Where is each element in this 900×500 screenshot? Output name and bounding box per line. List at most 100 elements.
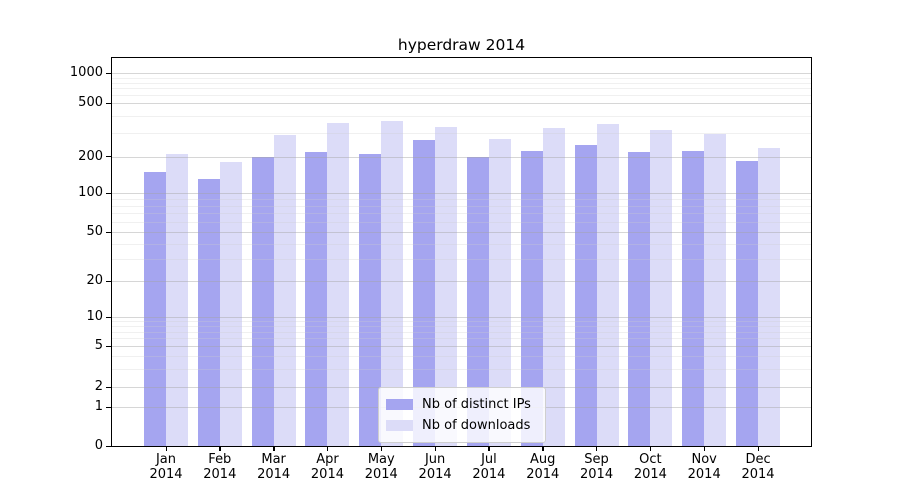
x-tick-label-feb: Feb 2014 xyxy=(190,452,250,482)
x-tick-mark xyxy=(757,446,759,451)
x-tick-year: 2014 xyxy=(633,467,667,482)
x-tick-year: 2014 xyxy=(364,467,398,482)
x-tick-mark xyxy=(488,446,490,451)
bar-sep-downloads xyxy=(596,123,619,446)
minor-gridline xyxy=(112,259,811,261)
x-tick-month: Dec xyxy=(745,452,771,467)
bar-feb-distinct-ips xyxy=(197,179,220,446)
minor-gridline xyxy=(112,198,811,200)
x-tick-month: Oct xyxy=(639,452,662,467)
y-tick-mark xyxy=(106,445,111,447)
legend-swatch-downloads xyxy=(386,420,413,431)
x-tick-year: 2014 xyxy=(203,467,237,482)
bar-oct-downloads xyxy=(650,129,673,446)
x-tick-label-aug: Aug 2014 xyxy=(513,452,573,482)
bar-feb-downloads xyxy=(219,162,242,446)
bar-apr-downloads xyxy=(327,123,350,446)
bar-jul-distinct-ips xyxy=(466,156,489,446)
y-tick-mark xyxy=(106,192,111,194)
y-tick-label-2: 2 xyxy=(94,379,103,394)
bar-dec-distinct-ips xyxy=(736,160,759,446)
minor-gridline xyxy=(112,338,811,340)
x-tick-mark xyxy=(649,446,652,451)
minor-gridline xyxy=(112,116,811,118)
legend-swatch-distinct-ips xyxy=(386,399,413,410)
x-tick-label-oct: Oct 2014 xyxy=(620,452,680,482)
bar-may-downloads xyxy=(381,120,404,446)
x-tick-mark xyxy=(596,446,598,451)
x-tick-year: 2014 xyxy=(580,467,614,482)
y-tick-mark xyxy=(106,316,111,318)
bar-mar-distinct-ips xyxy=(251,156,274,446)
x-tick-month: Jun xyxy=(424,452,446,467)
minor-gridline xyxy=(112,213,811,215)
major-gridline xyxy=(112,281,811,282)
x-tick-year: 2014 xyxy=(526,467,560,482)
x-tick-label-jan: Jan 2014 xyxy=(136,452,196,482)
major-gridline xyxy=(112,193,811,194)
minor-gridline xyxy=(112,368,811,370)
bar-may-distinct-ips xyxy=(359,153,382,446)
bar-mar-downloads xyxy=(273,134,296,446)
minor-gridline xyxy=(112,77,811,79)
y-tick-label-50: 50 xyxy=(86,224,103,239)
minor-gridline xyxy=(112,82,811,84)
x-tick-year: 2014 xyxy=(149,467,183,482)
x-tick-label-dec: Dec 2014 xyxy=(728,452,788,482)
x-tick-year: 2014 xyxy=(687,467,721,482)
x-tick-mark xyxy=(380,446,383,451)
x-tick-month: Jan xyxy=(155,452,177,467)
x-tick-year: 2014 xyxy=(418,467,452,482)
y-tick-mark xyxy=(106,406,111,408)
major-gridline xyxy=(112,232,811,233)
x-tick-mark xyxy=(542,446,544,451)
y-tick-mark xyxy=(106,102,111,104)
x-tick-month: Jul xyxy=(481,452,497,467)
bar-jul-downloads xyxy=(488,138,511,446)
x-tick-mark xyxy=(434,446,436,451)
y-tick-label-5: 5 xyxy=(94,338,103,353)
minor-gridline xyxy=(112,355,811,357)
major-gridline xyxy=(112,317,811,318)
x-tick-label-jul: Jul 2014 xyxy=(459,452,519,482)
bar-nov-distinct-ips xyxy=(682,150,705,446)
x-tick-month: Apr xyxy=(316,452,339,467)
x-tick-year: 2014 xyxy=(257,467,291,482)
bar-jan-downloads xyxy=(166,153,188,446)
bar-oct-distinct-ips xyxy=(628,152,651,446)
bar-nov-downloads xyxy=(704,133,727,446)
x-tick-month: Nov xyxy=(691,452,717,467)
bar-sep-distinct-ips xyxy=(574,144,597,446)
minor-gridline xyxy=(112,243,811,245)
major-gridline xyxy=(112,156,811,158)
x-tick-month: Feb xyxy=(208,452,232,467)
x-tick-month: Aug xyxy=(530,452,556,467)
legend-label: Nb of downloads xyxy=(422,418,531,433)
bar-apr-distinct-ips xyxy=(305,152,328,446)
bar-jun-downloads xyxy=(435,127,458,446)
x-tick-mark xyxy=(165,446,167,451)
y-tick-mark xyxy=(106,231,111,233)
bar-jan-distinct-ips xyxy=(144,171,166,446)
x-tick-label-nov: Nov 2014 xyxy=(674,452,734,482)
bar-aug-distinct-ips xyxy=(520,150,543,446)
minor-gridline xyxy=(112,205,811,207)
major-gridline xyxy=(112,346,811,347)
bar-dec-downloads xyxy=(758,148,781,446)
x-tick-year: 2014 xyxy=(741,467,775,482)
major-gridline xyxy=(112,73,811,74)
chart-title: hyperdraw 2014 xyxy=(397,36,526,54)
x-tick-mark xyxy=(219,446,221,451)
minor-gridline xyxy=(112,88,811,90)
x-tick-label-jun: Jun 2014 xyxy=(405,452,465,482)
minor-gridline xyxy=(112,132,811,134)
x-tick-label-may: May 2014 xyxy=(351,452,411,482)
x-tick-label-apr: Apr 2014 xyxy=(297,452,357,482)
y-tick-mark xyxy=(106,345,111,347)
minor-gridline xyxy=(112,321,811,323)
x-tick-label-mar: Mar 2014 xyxy=(244,452,304,482)
minor-gridline xyxy=(112,221,811,223)
y-tick-mark xyxy=(106,280,111,282)
legend-entry-distinct-ips: Nb of distinct IPs xyxy=(386,394,537,415)
